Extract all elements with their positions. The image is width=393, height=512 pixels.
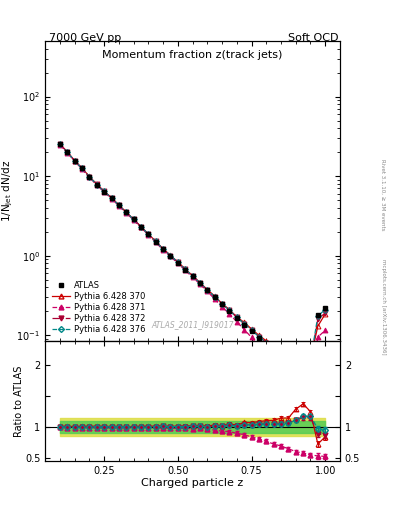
Text: 7000 GeV pp: 7000 GeV pp: [49, 33, 121, 44]
Text: Momentum fraction z(track jets): Momentum fraction z(track jets): [103, 50, 283, 60]
Legend: ATLAS, Pythia 6.428 370, Pythia 6.428 371, Pythia 6.428 372, Pythia 6.428 376: ATLAS, Pythia 6.428 370, Pythia 6.428 37…: [50, 279, 147, 337]
X-axis label: Charged particle z: Charged particle z: [141, 478, 244, 488]
Y-axis label: 1/N$_\mathregular{jet}$ dN/dz: 1/N$_\mathregular{jet}$ dN/dz: [1, 160, 15, 222]
Text: ATLAS_2011_I919017: ATLAS_2011_I919017: [151, 320, 234, 329]
Text: Rivet 3.1.10, ≥ 3M events: Rivet 3.1.10, ≥ 3M events: [381, 159, 386, 230]
Text: mcplots.cern.ch [arXiv:1306.3436]: mcplots.cern.ch [arXiv:1306.3436]: [381, 260, 386, 355]
Y-axis label: Ratio to ATLAS: Ratio to ATLAS: [14, 365, 24, 437]
Text: Soft QCD: Soft QCD: [288, 33, 339, 44]
